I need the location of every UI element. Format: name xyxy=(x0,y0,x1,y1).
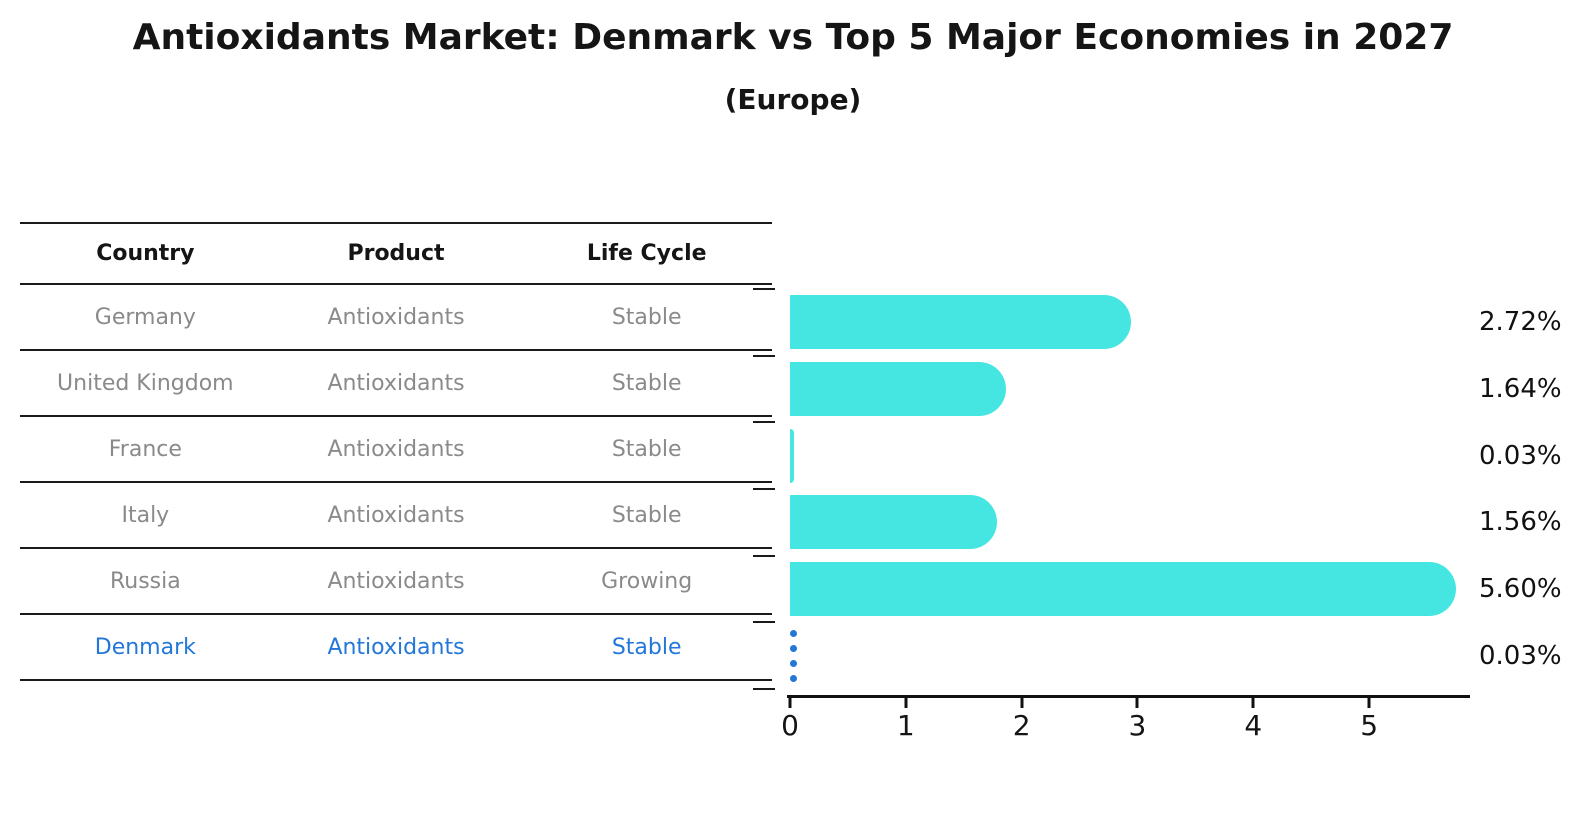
cell-life-cycle: Stable xyxy=(611,436,682,462)
cell-country: Denmark xyxy=(94,634,196,660)
bar-row xyxy=(790,556,1456,623)
cell-life-cycle: Stable xyxy=(611,634,682,660)
table-row: Italy Antioxidants Stable xyxy=(20,483,772,549)
table-header-row: Country Product Life Cycle xyxy=(20,222,772,285)
value-label: 2.72% xyxy=(1479,307,1562,338)
table-row: France Antioxidants Stable xyxy=(20,417,772,483)
bar-row xyxy=(790,422,1456,489)
x-axis-tick-label: 4 xyxy=(1244,709,1263,742)
chart-subtitle: (Europe) xyxy=(724,83,862,116)
cell-life-cycle: Stable xyxy=(611,304,682,330)
cell-country: Germany xyxy=(94,304,196,330)
bar-plot-area xyxy=(790,289,1456,689)
value-label: 1.56% xyxy=(1479,507,1562,538)
y-axis-tick-mark xyxy=(753,688,775,690)
cell-life-cycle: Stable xyxy=(611,370,682,396)
x-axis-tick-mark xyxy=(1020,698,1024,708)
y-axis-tick-mark xyxy=(753,288,775,290)
y-axis-tick-mark xyxy=(753,554,775,557)
x-axis-line xyxy=(787,695,1470,698)
table-row: Denmark Antioxidants Stable xyxy=(20,615,772,681)
table-row: Russia Antioxidants Growing xyxy=(20,549,772,615)
bar xyxy=(790,428,795,483)
bar-row xyxy=(790,622,1456,689)
cell-life-cycle: Stable xyxy=(611,502,682,528)
cell-product: Antioxidants xyxy=(327,304,465,330)
header-country: Country xyxy=(96,241,195,266)
bar xyxy=(790,629,800,682)
cell-country: United Kingdom xyxy=(57,370,234,396)
cell-country: France xyxy=(108,436,182,462)
cell-life-cycle: Growing xyxy=(601,568,693,594)
bar-row xyxy=(790,289,1456,356)
cell-country: Italy xyxy=(121,502,170,528)
cell-product: Antioxidants xyxy=(327,436,465,462)
x-axis-tick-mark xyxy=(1135,698,1139,708)
y-axis-tick-mark xyxy=(753,354,775,357)
chart-title: Antioxidants Market: Denmark vs Top 5 Ma… xyxy=(132,17,1454,58)
y-axis-ticks xyxy=(753,288,775,690)
y-axis-tick-mark xyxy=(753,621,775,624)
value-label: 0.03% xyxy=(1479,440,1562,471)
y-axis-tick-mark xyxy=(753,488,775,490)
value-labels-column: 2.72% 1.64% 0.03% 1.56% 5.60% 0.03% xyxy=(1479,289,1579,689)
y-axis-tick-mark xyxy=(753,421,775,424)
x-axis-tick-label: 0 xyxy=(781,709,799,742)
cell-country: Russia xyxy=(109,568,181,594)
cell-product: Antioxidants xyxy=(327,568,465,594)
value-label: 0.03% xyxy=(1479,640,1562,671)
x-axis-tick-mark xyxy=(1251,698,1255,708)
cell-product: Antioxidants xyxy=(327,370,465,396)
x-axis-tick-label: 2 xyxy=(1012,709,1031,742)
value-label: 5.60% xyxy=(1479,574,1562,605)
table-row: United Kingdom Antioxidants Stable xyxy=(20,351,772,417)
cell-product: Antioxidants xyxy=(327,502,465,528)
bar-row xyxy=(790,356,1456,423)
bar-row xyxy=(790,489,1456,556)
x-axis-tick-mark xyxy=(788,698,792,708)
country-table: Country Product Life Cycle Germany Antio… xyxy=(20,222,772,681)
table-row: Germany Antioxidants Stable xyxy=(20,285,772,351)
cell-product: Antioxidants xyxy=(327,634,465,660)
x-axis-tick-label: 5 xyxy=(1360,709,1379,742)
bar xyxy=(790,562,1456,617)
x-axis-tick-mark xyxy=(1367,698,1371,708)
bar xyxy=(790,495,997,550)
bar xyxy=(790,295,1132,350)
x-axis-tick-label: 1 xyxy=(896,709,915,742)
header-life-cycle: Life Cycle xyxy=(586,241,707,266)
value-label: 1.64% xyxy=(1479,374,1562,404)
x-axis-tick-mark xyxy=(904,698,908,708)
header-product: Product xyxy=(347,241,445,266)
x-axis-tick-label: 3 xyxy=(1128,709,1147,742)
x-axis: 0 1 2 3 4 5 xyxy=(781,695,1470,745)
bar xyxy=(790,362,1006,416)
